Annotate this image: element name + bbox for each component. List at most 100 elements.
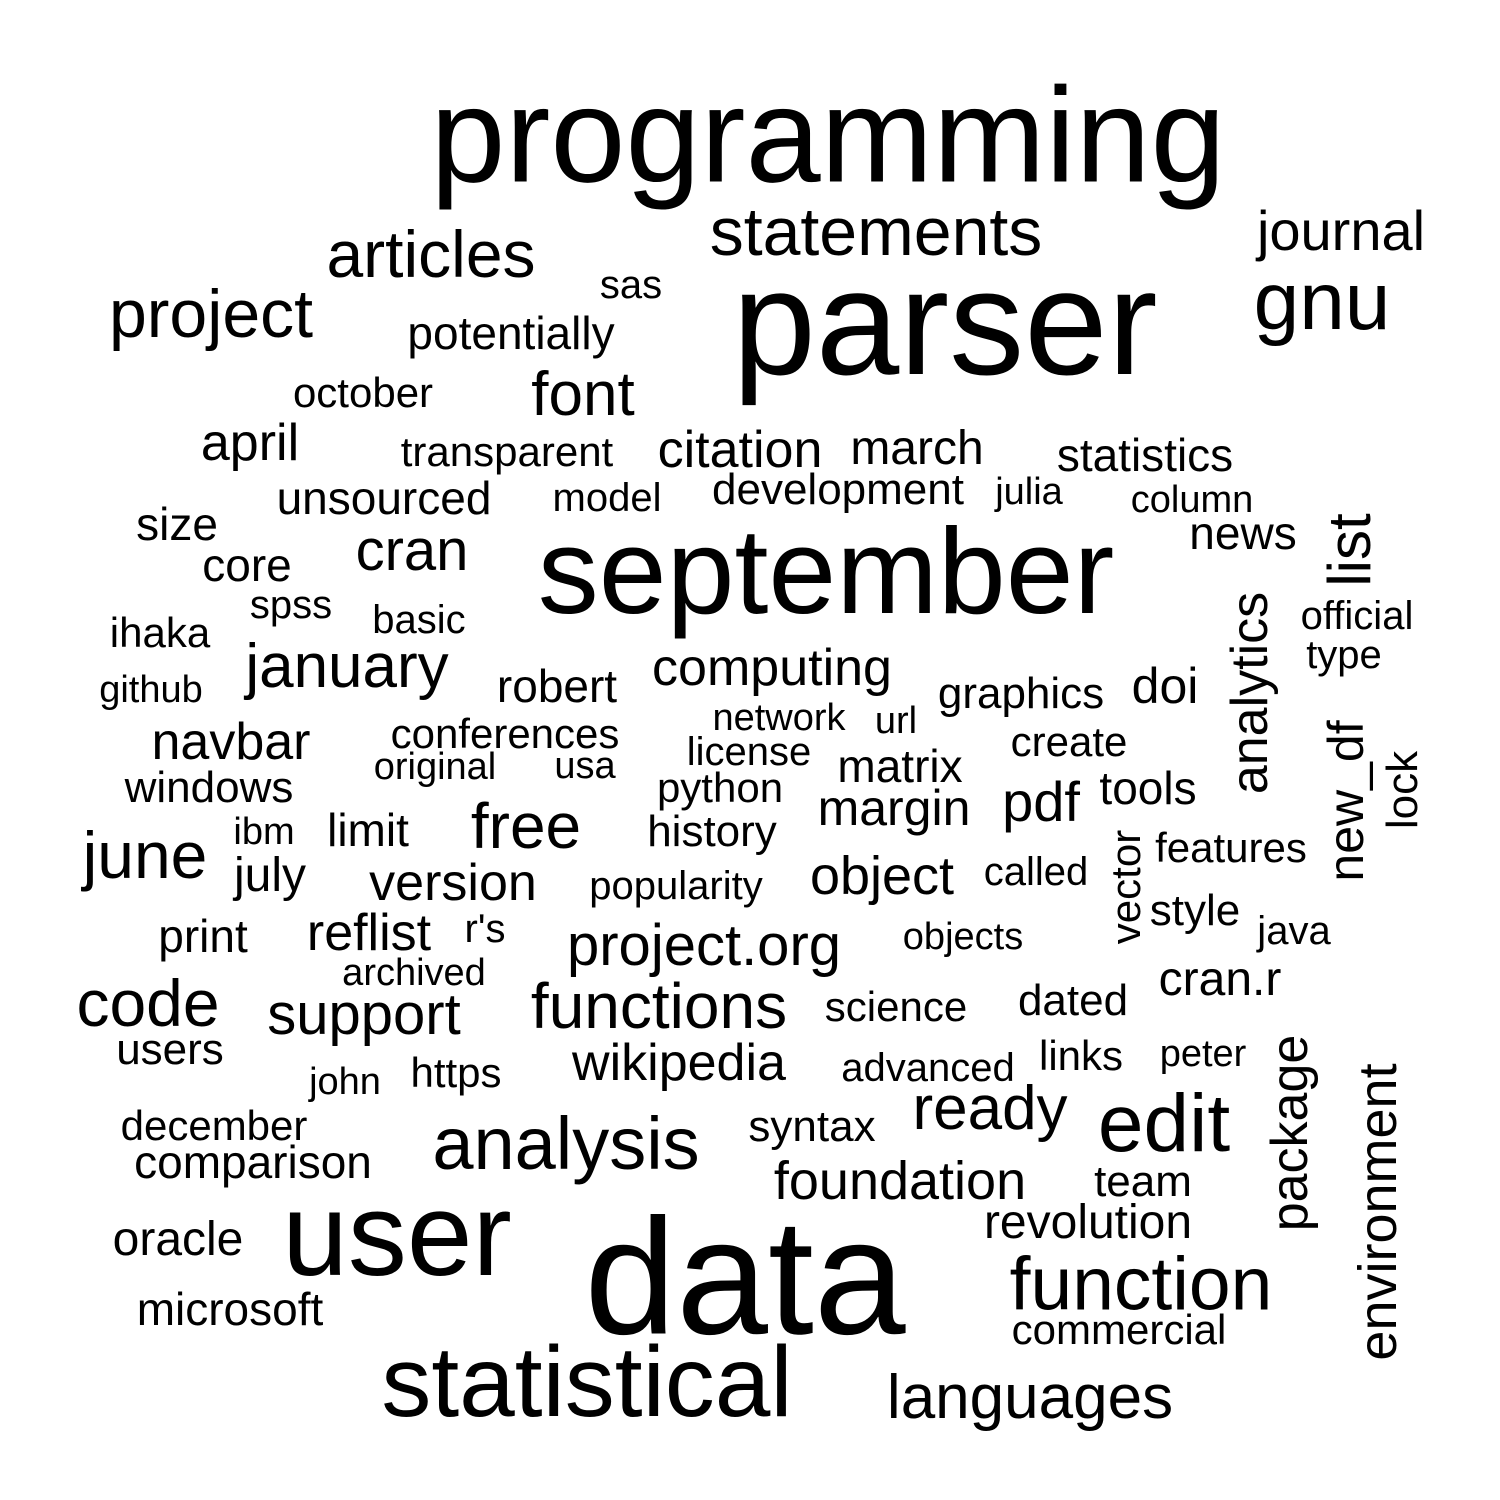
word: microsoft [136,1283,324,1335]
word: analytics [1221,591,1279,795]
word: package [1261,1034,1319,1232]
word: windows [124,763,294,812]
word: official [1300,594,1414,638]
word: objects [902,916,1024,958]
word: type [1306,633,1382,677]
word: limit [327,804,409,856]
word: network [712,697,846,739]
word: parser [732,238,1158,406]
word: articles [326,217,536,291]
word: github [99,669,203,711]
word: march [850,422,984,475]
word: languages [886,1363,1174,1432]
word: links [1038,1032,1124,1079]
word: pdf [1002,770,1080,833]
word: size [136,498,218,550]
word: oracle [112,1213,244,1266]
word: features [1155,824,1307,871]
word: navbar [151,713,311,771]
word: sas [599,263,663,307]
word: object [809,846,955,906]
word: user [282,1169,512,1301]
word: usa [554,745,616,787]
word: september [537,503,1115,639]
word: basic [372,598,466,642]
word: list [1316,513,1383,587]
word: dated [1017,976,1129,1025]
word: programming [430,59,1226,211]
word: java [1257,909,1331,953]
word: october [292,369,434,416]
word: analysis [432,1102,700,1185]
word: data [584,1184,906,1369]
word: project [108,276,314,352]
word: called [983,850,1089,894]
word: project.org [566,913,842,978]
word: robert [496,660,618,712]
word: code [76,966,220,1040]
word: cran [355,518,469,583]
word: free [470,790,582,862]
word: comparison [134,1136,372,1188]
word: july [233,849,307,902]
word: style [1149,886,1241,935]
word: ibm [233,811,295,853]
word: peter [1159,1033,1247,1075]
word: spss [249,583,333,627]
word: version [369,854,537,912]
word: december [120,1102,308,1149]
word: margin [817,780,971,836]
word: matrix [837,740,963,792]
word: journal [1256,199,1426,262]
word: potentially [407,307,615,359]
word: cran.r [1158,953,1282,1006]
word: science [824,983,968,1030]
word: conferences [390,710,620,757]
word: create [1010,718,1128,765]
word: core [202,539,292,591]
word: model [552,476,662,520]
word: development [712,465,964,514]
word: statistics [1056,429,1234,481]
word: new_df [1318,720,1374,882]
word: gnu [1253,256,1391,347]
word: news [1189,507,1297,559]
word: statistical [381,1326,793,1438]
word: tools [1099,762,1197,814]
word: unsourced [276,472,492,524]
word: june [82,818,208,892]
word: team [1094,1157,1192,1206]
word: computing [652,639,892,697]
word: support [267,982,461,1047]
word: license [686,730,812,774]
word: url [874,700,918,742]
word: print [158,910,248,962]
word: foundation [773,1151,1027,1211]
word: column [1130,479,1254,521]
word: january [245,632,449,701]
word: julia [995,471,1063,513]
word: font [531,360,635,429]
word: popularity [589,864,763,908]
word: john [309,1061,381,1103]
word: ihaka [109,609,211,656]
word: graphics [937,669,1105,718]
word: lock [1378,750,1427,830]
word: doi [1131,658,1199,714]
word: ready [912,1074,1068,1143]
word: history [647,807,777,856]
word: edit [1097,1078,1231,1169]
word: vector [1102,829,1149,945]
word: users [116,1025,224,1074]
word: advanced [841,1046,1015,1090]
word: citation [657,421,823,479]
word: statements [709,194,1043,270]
word: commercial [1011,1306,1227,1353]
word: wikipedia [572,1034,786,1092]
word: functions [530,970,788,1042]
word: python [656,764,784,811]
word: revolution [983,1196,1193,1249]
word: transparent [400,428,614,475]
word: https [410,1049,502,1096]
